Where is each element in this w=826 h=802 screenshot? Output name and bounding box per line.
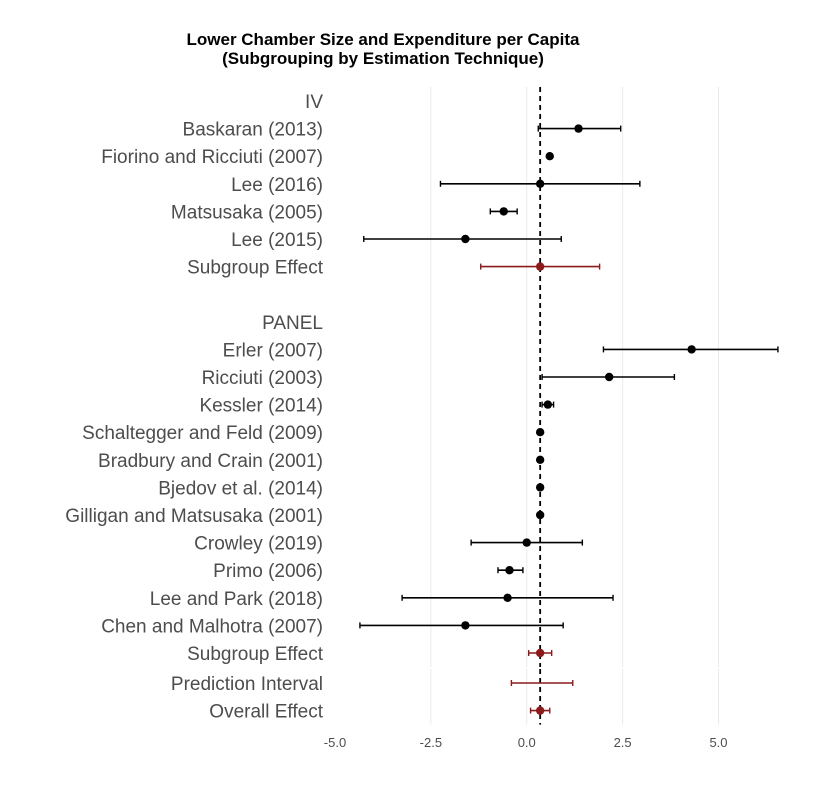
point-estimate [535,483,545,492]
point-estimate [545,152,554,161]
point-estimate [461,234,470,244]
row-label: PANEL [262,313,323,334]
row-label: Lee (2016) [231,175,323,196]
row-label: Prediction Interval [171,674,323,695]
point-estimate [505,566,514,575]
point-estimate [687,345,696,354]
row-label: Bjedov et al. (2014) [158,478,323,499]
row-label: Chen and Malhotra (2007) [101,616,323,637]
point-estimate [535,428,545,437]
row-label: Bradbury and Crain (2001) [98,451,323,472]
row-label: Lee (2015) [231,230,323,251]
x-tick-label: -5.0 [324,735,346,750]
row-label: Fiorino and Ricciuti (2007) [101,147,323,168]
chart-title: Lower Chamber Size and Expenditure per C… [0,30,766,68]
point-estimate [535,706,545,715]
row-label: Erler (2007) [223,340,323,361]
row-label: Baskaran (2013) [183,120,323,141]
point-estimate [535,455,545,464]
point-estimate [535,648,545,658]
row-label: Matsusaka (2005) [171,202,323,223]
chart-subtitle: (Subgrouping by Estimation Technique) [222,49,544,68]
row-label: Overall Effect [209,702,323,723]
row-label: Subgroup Effect [187,644,324,665]
point-estimate [522,538,531,547]
x-tick-label: 0.0 [518,735,536,750]
row-label: Primo (2006) [213,561,323,582]
row-label: Ricciuti (2003) [202,368,323,389]
point-estimate [499,207,508,216]
row-label: Crowley (2019) [194,534,323,555]
row-label: Subgroup Effect [187,258,324,279]
row-label: Kessler (2014) [199,396,323,417]
row-label: IV [305,92,323,113]
point-estimate [535,262,545,271]
point-estimate [461,621,470,630]
point-estimate [535,179,545,188]
x-tick-label: 5.0 [709,735,727,750]
row-label: Gilligan and Matsusaka (2001) [65,506,323,527]
x-tick-label: 2.5 [614,735,632,750]
point-estimate [604,372,614,382]
point-estimate [503,593,512,602]
row-label: Lee and Park (2018) [150,589,323,610]
chart-title-main: Lower Chamber Size and Expenditure per C… [186,30,580,49]
point-estimate [535,510,545,520]
row-label: Schaltegger and Feld (2009) [82,423,323,444]
x-tick-label: -2.5 [420,735,442,750]
point-estimate [574,124,583,133]
point-estimate [543,400,553,409]
